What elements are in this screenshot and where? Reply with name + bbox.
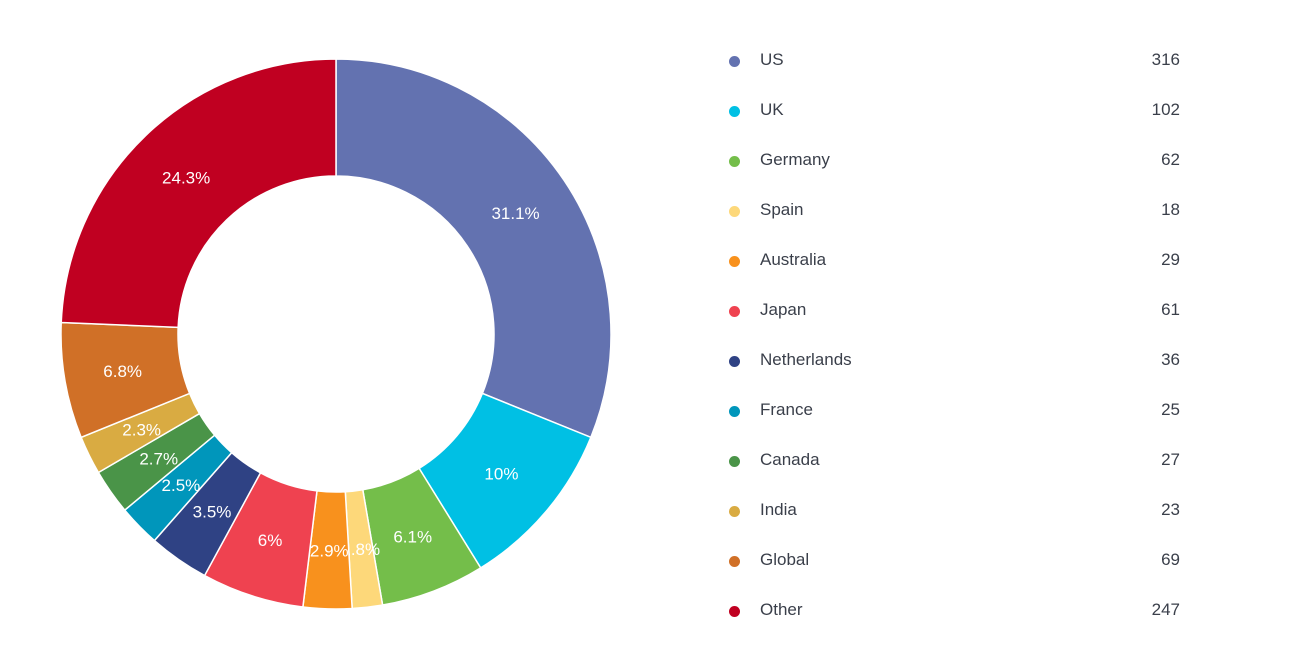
legend-dot-icon — [729, 256, 740, 267]
legend-dot-icon — [729, 56, 740, 67]
legend-label: Germany — [760, 150, 830, 169]
legend-item-germany[interactable]: Germany 62 — [725, 135, 1185, 185]
slice-label-canada: 2.7% — [139, 449, 178, 468]
slice-label-global: 6.8% — [103, 362, 142, 381]
slice-other[interactable] — [60, 58, 337, 329]
legend-label: India — [760, 500, 797, 519]
slice-label-germany: 6.1% — [393, 527, 432, 546]
legend-label: France — [760, 400, 813, 419]
legend-dot-icon — [729, 206, 740, 217]
legend-item-japan[interactable]: Japan 61 — [725, 285, 1185, 335]
legend-value: 62 — [1161, 150, 1180, 169]
legend-label: Netherlands — [760, 350, 852, 369]
slice-label-australia: 2.9% — [310, 541, 349, 560]
legend-dot-icon — [729, 506, 740, 517]
slice-label-netherlands: 3.5% — [193, 502, 232, 521]
donut-chart-svg: 31.1% 10% 6.1% 1.8%2.9% 6% 3.5% 2.5% 2.7% 2.3% 6.… — [60, 58, 612, 610]
slice-label-spain: 1.8% — [341, 540, 380, 559]
legend-value: 25 — [1161, 400, 1180, 419]
legend-value: 29 — [1161, 250, 1180, 269]
legend-value: 69 — [1161, 550, 1180, 569]
legend-value: 102 — [1151, 100, 1180, 119]
legend-label: Australia — [760, 250, 827, 269]
legend-label: Other — [760, 600, 803, 619]
legend-item-australia[interactable]: Australia 29 — [725, 235, 1185, 285]
legend-value: 18 — [1161, 200, 1180, 219]
legend-label: UK — [760, 100, 784, 119]
legend-item-canada[interactable]: Canada 27 — [725, 435, 1185, 485]
legend-label: Canada — [760, 450, 820, 469]
slice-label-france: 2.5% — [162, 476, 201, 495]
legend-value: 247 — [1151, 600, 1180, 619]
slice-label-other: 24.3% — [162, 169, 210, 188]
legend-dot-icon — [729, 556, 740, 567]
chart-legend: US 316 UK 102 Germany 62 Spain 18 Australia 29 Jap… — [725, 35, 1185, 635]
legend-item-france[interactable]: France 25 — [725, 385, 1185, 435]
donut-chart: 31.1% 10% 6.1% 1.8% 2.9% 6% 3.5% 2.5% 2.7% 2.3% 6.… — [60, 58, 612, 610]
legend-label: Global — [760, 550, 810, 569]
slice-label-us: 31.1% — [491, 204, 539, 223]
legend-dot-icon — [729, 606, 740, 617]
slice-label-uk: 10% — [484, 465, 518, 484]
legend-dot-icon — [729, 356, 740, 367]
legend-value: 36 — [1161, 350, 1180, 369]
legend-value: 23 — [1161, 500, 1180, 519]
legend-value: 61 — [1161, 300, 1180, 319]
legend-item-india[interactable]: India 23 — [725, 485, 1185, 535]
legend-label: US — [760, 50, 784, 69]
slice-label-japan: 6% — [258, 531, 283, 550]
legend-dot-icon — [729, 456, 740, 467]
legend-label: Japan — [760, 300, 807, 319]
legend-label: Spain — [760, 200, 804, 219]
slice-us[interactable] — [335, 58, 612, 439]
legend-value: 316 — [1151, 50, 1180, 69]
legend-item-us[interactable]: US 316 — [725, 35, 1185, 85]
legend-dot-icon — [729, 406, 740, 417]
legend-item-global[interactable]: Global 69 — [725, 535, 1185, 585]
legend-dot-icon — [729, 106, 740, 117]
legend-item-spain[interactable]: Spain 18 — [725, 185, 1185, 235]
legend-item-netherlands[interactable]: Netherlands 36 — [725, 335, 1185, 385]
legend-item-other[interactable]: Other 247 — [725, 585, 1185, 635]
slice-label-india: 2.3% — [122, 420, 161, 439]
legend-value: 27 — [1161, 450, 1180, 469]
legend-dot-icon — [729, 156, 740, 167]
legend-item-uk[interactable]: UK 102 — [725, 85, 1185, 135]
legend-dot-icon — [729, 306, 740, 317]
